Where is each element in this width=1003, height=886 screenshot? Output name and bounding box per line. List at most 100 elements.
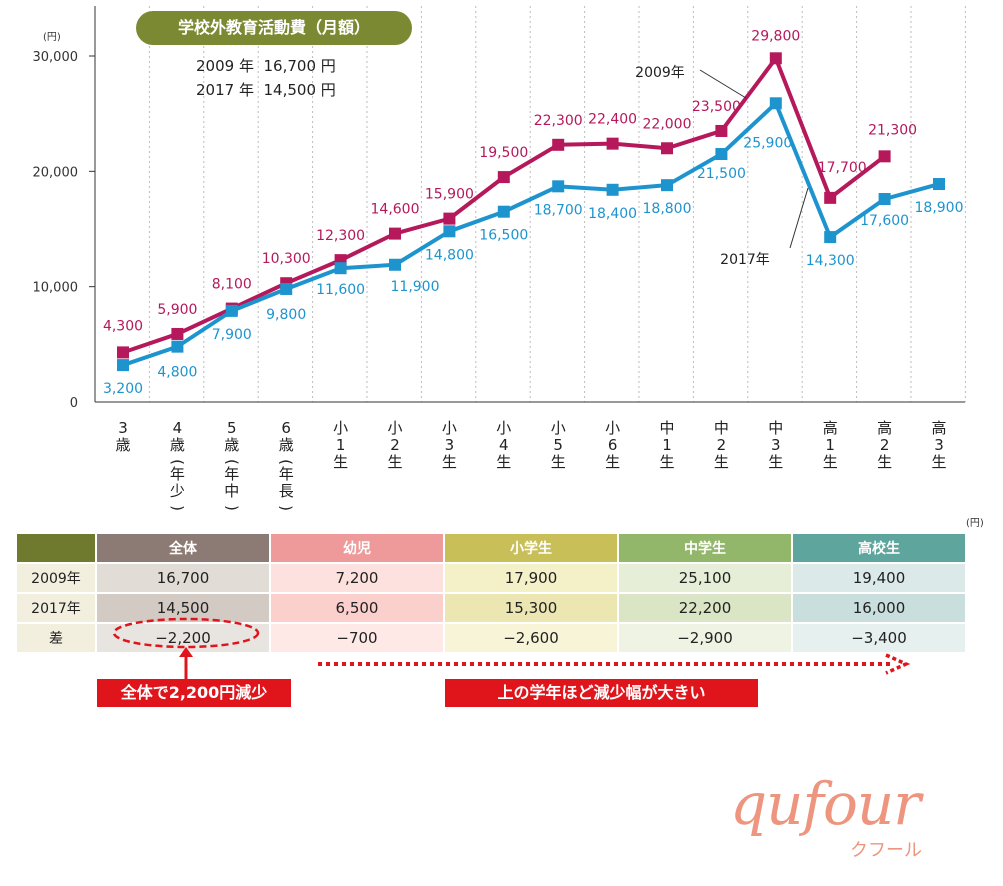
data-label: 12,300 (316, 228, 365, 244)
average-2009: 2009 年 16,700 円 (196, 55, 336, 76)
table-header-row: 全体 幼児 小学生 中学生 高校生 (17, 534, 965, 564)
x-category-label: 少 (170, 482, 185, 500)
header-junior-high: 中学生 (619, 534, 791, 564)
x-category-label: 2 (717, 436, 727, 454)
table-row: 2009年 16,700 7,200 17,900 25,100 19,400 (17, 564, 965, 594)
summary-table: 全体 幼児 小学生 中学生 高校生 2009年 16,700 7,200 17,… (15, 534, 967, 654)
table-cell: 16,000 (793, 594, 965, 624)
data-label: 5,900 (157, 302, 197, 318)
data-point-marker (443, 212, 456, 225)
data-point-marker (280, 282, 293, 295)
x-category-label: 生 (823, 453, 838, 471)
data-label: 14,800 (425, 247, 474, 263)
leader-line-2017 (789, 187, 809, 249)
average-2017: 2017 年 14,500 円 (196, 79, 336, 100)
x-category-label: 生 (768, 453, 783, 471)
table-cell: 17,900 (445, 564, 617, 594)
table-cell: −2,900 (619, 624, 791, 654)
data-point-marker (606, 183, 619, 196)
data-point-marker (715, 148, 728, 161)
table-cell: 14,500 (97, 594, 269, 624)
table-cell: −3,400 (793, 624, 965, 654)
x-category-label: ) (168, 505, 186, 511)
x-category-label: 3 (934, 436, 944, 454)
data-point-marker (389, 227, 401, 240)
chart-title: 学校外教育活動費（月額） (136, 11, 412, 45)
data-point-marker (443, 225, 456, 238)
data-point-marker (878, 150, 891, 163)
x-category-label: 生 (714, 453, 729, 471)
x-category-label: 年 (224, 465, 239, 483)
x-category-label: 3 (118, 419, 128, 437)
average-2009-year: 2009 年 (196, 57, 254, 75)
gridlines (148, 6, 966, 402)
data-label: 9,800 (266, 307, 306, 323)
data-point-marker (497, 205, 510, 218)
data-point-marker (117, 346, 129, 359)
x-category-label: 小 (605, 419, 620, 437)
data-point-marker (715, 124, 728, 137)
x-category-label: 生 (931, 453, 946, 471)
data-point-marker (769, 52, 782, 65)
table-row: 2017年 14,500 6,500 15,300 22,200 16,000 (17, 594, 965, 624)
data-label: 19,500 (479, 145, 528, 161)
y-axis: 0 10,000 20,000 30,000 (円) (33, 6, 965, 411)
series-label-2017: 2017年 (720, 252, 770, 268)
y-tick-label: 20,000 (33, 165, 79, 180)
data-label: 23,500 (692, 99, 741, 115)
callout-overall-decrease: 全体で2,200円減少 (97, 679, 291, 707)
x-category-label: 小 (442, 419, 457, 437)
x-category-label: 年 (279, 465, 294, 483)
table-cell: 22,200 (619, 594, 791, 624)
y-tick-label: 30,000 (33, 50, 79, 65)
x-category-label: 高 (931, 419, 946, 437)
header-high-school: 高校生 (793, 534, 965, 564)
x-axis-categories: 3歳4歳(年少)5歳(年中)6歳(年長)小1生小2生小3生小4生小5生小6生中1… (115, 419, 946, 511)
data-point-marker (334, 262, 347, 275)
x-category-label: 小 (333, 419, 348, 437)
x-category-label: 長 (279, 482, 294, 500)
x-category-label: ) (277, 505, 295, 511)
data-point-marker (606, 137, 619, 150)
data-point-marker (661, 142, 673, 155)
x-category-label: 生 (605, 453, 620, 471)
x-category-label: 生 (551, 453, 566, 471)
table-cell: 19,400 (793, 564, 965, 594)
data-label: 11,600 (316, 282, 365, 298)
data-label: 18,400 (588, 206, 637, 222)
data-point-marker (878, 193, 891, 206)
x-category-label: 小 (387, 419, 402, 437)
table-cell: 6,500 (271, 594, 443, 624)
x-category-label: 中 (659, 419, 674, 437)
table-unit: (円) (966, 518, 984, 529)
data-point-marker (171, 327, 184, 340)
data-point-marker (552, 138, 565, 151)
data-label: 14,600 (371, 202, 420, 218)
row-label-2017: 2017年 (17, 594, 95, 624)
series-line-2017 (122, 101, 940, 367)
x-category-label: 歳 (224, 436, 239, 454)
data-label: 29,800 (751, 28, 800, 44)
logo-subtitle: クフール (850, 840, 922, 861)
data-point-marker (661, 179, 673, 192)
x-category-label: ) (223, 505, 241, 511)
logo-wordmark: qufour (730, 770, 921, 838)
data-label: 17,600 (860, 213, 909, 229)
x-category-label: 小 (496, 419, 511, 437)
x-category-label: 3 (445, 436, 455, 454)
x-category-label: 1 (662, 436, 672, 454)
x-category-label: 1 (336, 436, 346, 454)
table-cell: −2,200 (97, 624, 269, 654)
data-label: 22,000 (643, 116, 692, 132)
data-label: 15,900 (425, 187, 474, 203)
callout-grade-trend: 上の学年ほど減少幅が大きい (445, 679, 758, 707)
x-category-label: 生 (496, 453, 511, 471)
x-category-label: ( (168, 459, 186, 465)
data-label: 25,900 (743, 135, 792, 151)
data-label: 4,800 (157, 365, 197, 381)
data-label: 14,300 (806, 253, 855, 269)
data-label: 3,200 (103, 381, 143, 397)
data-label: 7,900 (212, 327, 252, 343)
x-category-label: ( (277, 459, 295, 465)
x-category-label: 3 (771, 436, 781, 454)
